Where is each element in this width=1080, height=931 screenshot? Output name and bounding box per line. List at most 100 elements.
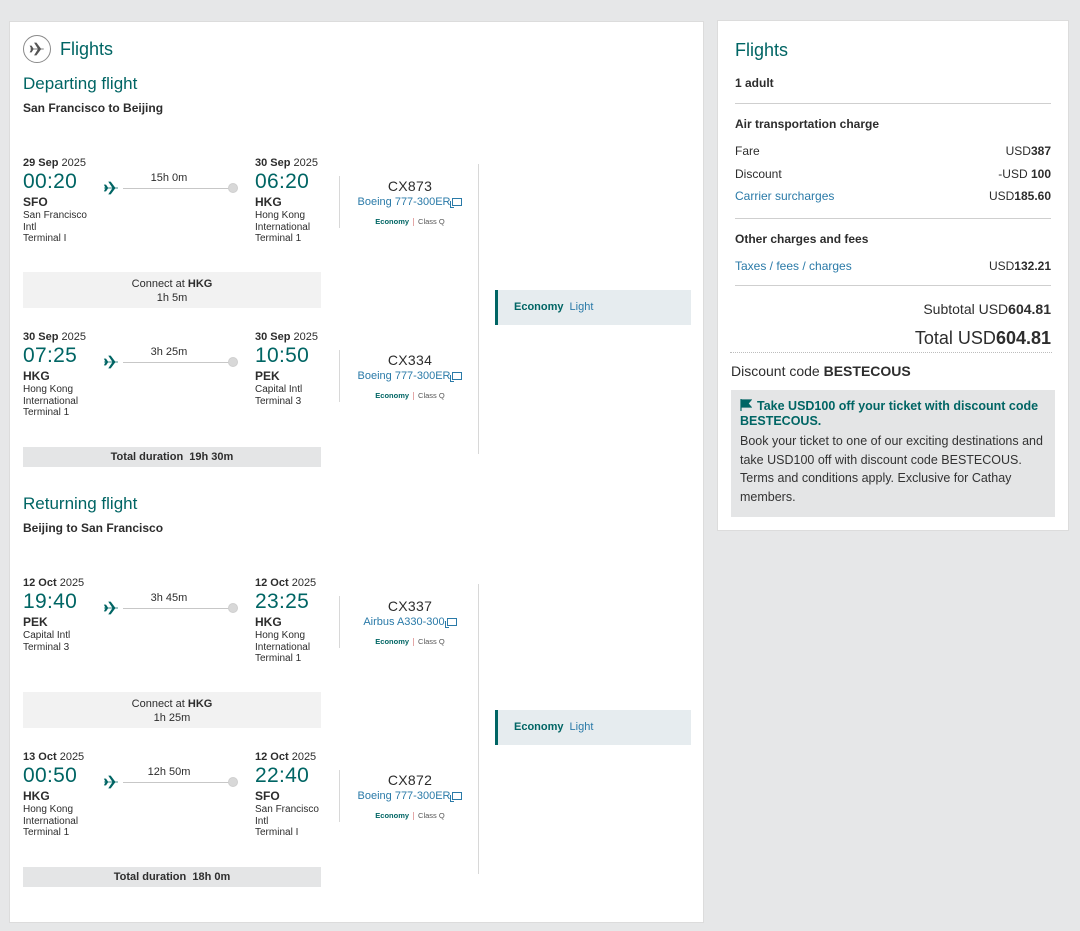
departure-code: SFO [23,195,48,209]
carrier-surcharges-link[interactable]: Carrier surcharges [735,189,835,203]
plane-icon [103,601,118,615]
fare-row: Fare USD387 [735,144,1051,158]
returning-route: Beijing to San Francisco [23,521,164,535]
arrival-time: 06:20 [255,170,310,193]
arrival-date: 12 Oct 2025 [255,577,317,589]
panel-title: Flights [60,39,114,59]
departure-date: 29 Sep 2025 [23,157,87,169]
departure-code: HKG [23,369,50,383]
aircraft-link[interactable]: Boeing 777-300ER [345,370,475,383]
route-line [123,782,235,783]
segment-duration: 12h 50m [147,766,191,778]
departure-airport: San Francisco Intl Terminal I [23,210,87,244]
summary-title: Flights [735,40,789,60]
grand-total: Total USD604.81 [914,328,1051,348]
air-charge-heading: Air transportation charge [735,117,880,131]
price-summary-panel: Flights 1 adult Air transportation charg… [717,20,1069,531]
flag-icon [740,399,752,411]
external-window-icon [450,372,463,383]
total-duration: Total duration 18h 0m [23,867,321,887]
arrival-dot [228,183,238,193]
flight-segment: 12 Oct 2025 19:40 PEK Capital Intl Termin… [23,577,493,667]
arrival-code: HKG [255,195,282,209]
departure-date: 12 Oct 2025 [23,577,85,589]
taxes-row: Taxes / fees / charges USD132.21 [735,259,1051,273]
departure-date: 13 Oct 2025 [23,751,85,763]
departing-route: San Francisco to Beijing [23,101,164,115]
promo-heading: Take USD100 off your ticket with discoun… [740,399,1039,428]
connection-info: Connect at HKG 1h 5m [23,272,321,308]
departure-time: 19:40 [23,590,78,613]
external-window-icon [450,792,463,803]
segment-duration: 15h 0m [150,172,188,184]
departure-code: PEK [23,615,48,629]
departure-time: 00:50 [23,764,78,787]
other-charges-heading: Other charges and fees [735,232,869,246]
discount-code: Discount code BESTECOUS [731,363,911,379]
flight-segment: 13 Oct 2025 00:50 HKG Hong Kong Internat… [23,751,493,841]
segment-duration: 3h 45m [150,592,188,604]
class-info: Economy Class Q [375,811,445,821]
flight-number: CX337 [387,598,433,614]
departure-code: HKG [23,789,50,803]
aircraft-link[interactable]: Boeing 777-300ER [345,790,475,803]
departure-time: 07:25 [23,344,78,367]
promo-box: Take USD100 off your ticket with discoun… [731,390,1055,517]
external-window-icon [444,618,457,629]
flight-segment: 29 Sep 2025 00:20 SFO San Francisco Intl… [23,157,493,247]
fare-divider [478,584,479,874]
arrival-dot [228,357,238,367]
taxes-link[interactable]: Taxes / fees / charges [735,259,852,273]
route-line [123,188,235,189]
external-window-icon [450,198,463,209]
divider [339,770,340,822]
arrival-code: HKG [255,615,282,629]
divider [735,285,1051,286]
departure-time: 00:20 [23,170,78,193]
arrival-time: 10:50 [255,344,310,367]
departing-heading: Departing flight [23,74,138,93]
divider [735,218,1051,219]
arrival-date: 30 Sep 2025 [255,157,319,169]
plane-icon [103,355,118,369]
departure-airport: Capital Intl Terminal 3 [23,630,71,653]
arrival-code: SFO [255,789,280,803]
itinerary-panel: Flights Departing flight San Francisco t… [9,21,704,923]
plane-icon [103,181,118,195]
divider [339,350,340,402]
fare-family-box: Economy Light [495,710,691,745]
arrival-time: 23:25 [255,590,310,613]
surcharge-row: Carrier surcharges USD185.60 [735,189,1051,203]
dotted-divider [730,352,1052,353]
flight-number: CX873 [387,178,433,194]
route-line [123,362,235,363]
class-info: Economy Class Q [375,391,445,401]
departure-airport: Hong Kong International Terminal 1 [23,384,79,418]
class-info: Economy Class Q [375,637,445,647]
arrival-dot [228,603,238,613]
class-info: Economy Class Q [375,217,445,227]
aircraft-link[interactable]: Airbus A330-300 [345,616,475,629]
divider [339,176,340,228]
fare-family-box: Economy Light [495,290,691,325]
departure-date: 30 Sep 2025 [23,331,87,343]
fare-divider [478,164,479,454]
aircraft-link[interactable]: Boeing 777-300ER [345,196,475,209]
arrival-date: 12 Oct 2025 [255,751,317,763]
arrival-airport: Capital Intl Terminal 3 [255,384,303,407]
arrival-dot [228,777,238,787]
arrival-code: PEK [255,369,280,383]
arrival-airport: Hong Kong International Terminal 1 [255,630,311,664]
divider [735,103,1051,104]
plane-icon [103,775,118,789]
segment-duration: 3h 25m [150,346,188,358]
route-line [123,608,235,609]
promo-body: Book your ticket to one of our exciting … [740,434,1043,504]
passenger-count: 1 adult [735,76,774,90]
divider [339,596,340,648]
plane-circle-icon [23,35,51,63]
arrival-time: 22:40 [255,764,310,787]
arrival-airport: Hong Kong International Terminal 1 [255,210,311,244]
arrival-airport: San Francisco Intl Terminal I [255,804,319,838]
discount-row: Discount -USD 100 [735,167,1051,181]
